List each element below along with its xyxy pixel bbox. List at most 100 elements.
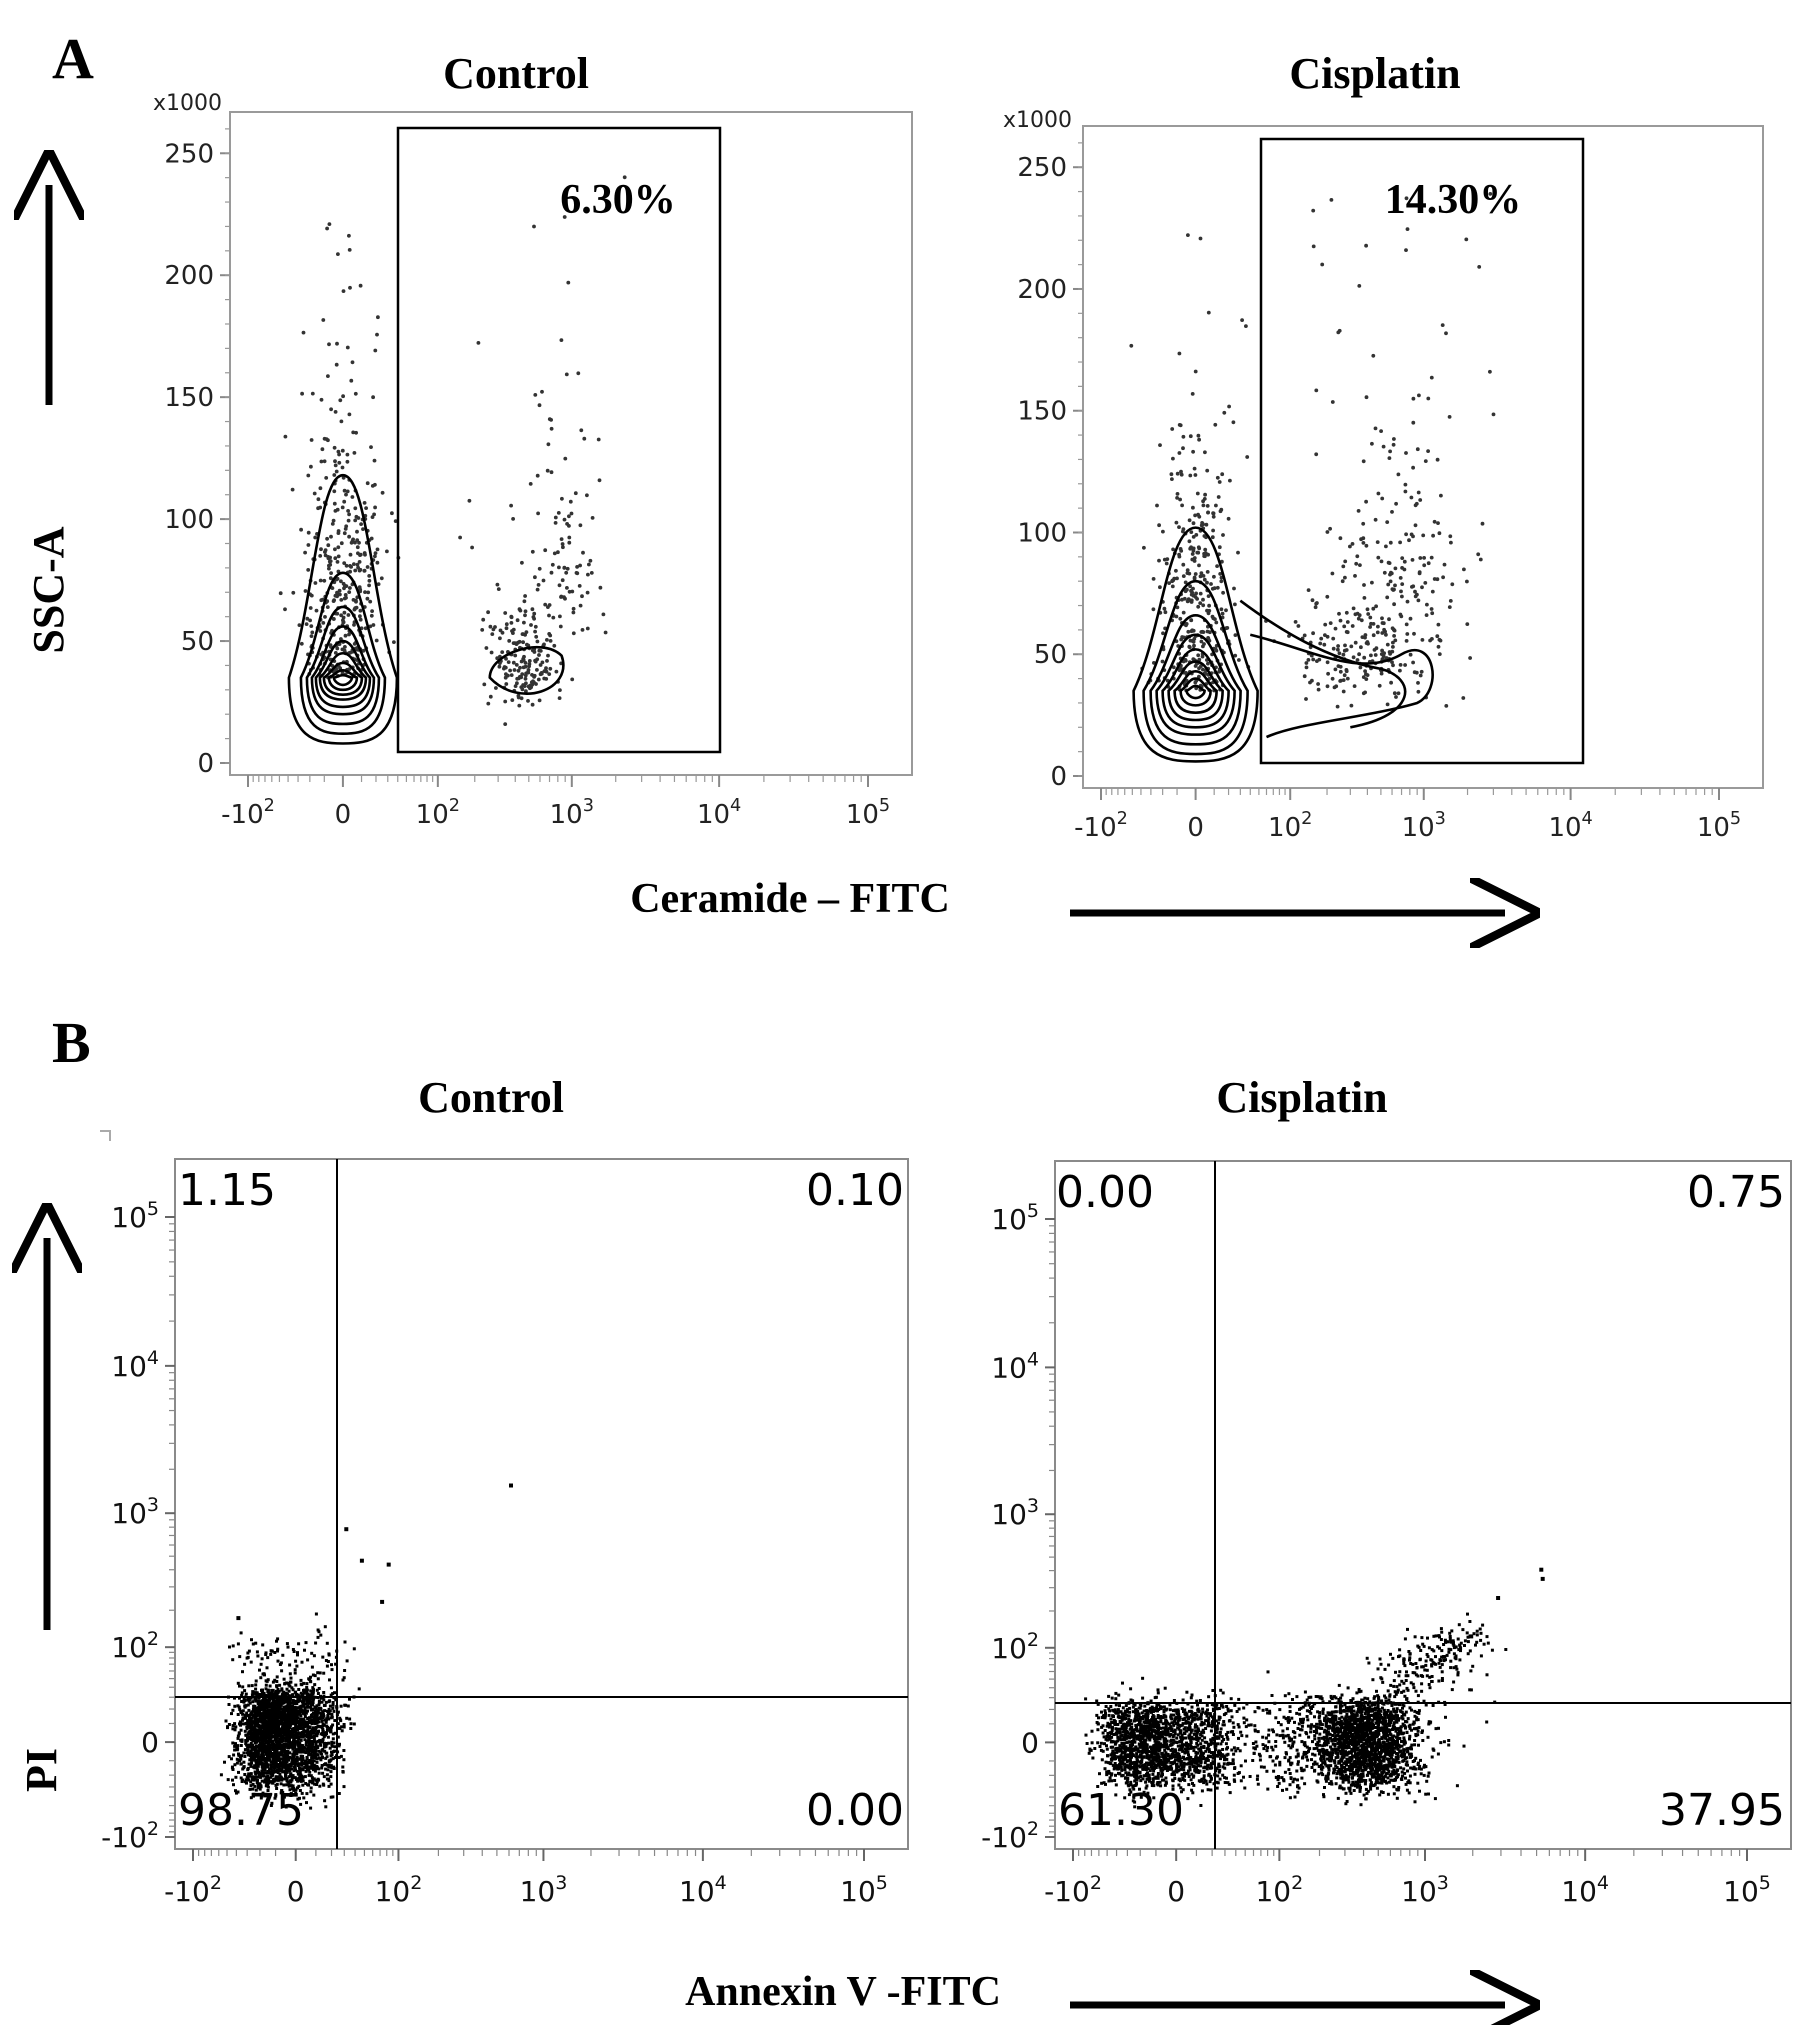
event-dot: [249, 1796, 253, 1800]
event-dot: [1116, 1727, 1120, 1731]
event-dot: [1354, 561, 1359, 566]
event-dot: [293, 1727, 297, 1731]
event-dot: [306, 568, 311, 572]
event-dot: [228, 1645, 231, 1649]
event-dot: [1426, 561, 1431, 566]
event-dot: [1207, 603, 1211, 608]
event-dot: [255, 1720, 259, 1724]
event-dot: [1426, 449, 1430, 453]
event-dot: [274, 1738, 277, 1742]
event-dot: [269, 1752, 273, 1756]
event-dot: [1382, 651, 1386, 656]
event-dot: [1105, 1724, 1109, 1728]
event-dot: [341, 475, 346, 480]
event-dot: [1352, 684, 1357, 688]
event-dot: [503, 611, 508, 615]
event-dot: [339, 541, 344, 546]
event-dot: [1184, 671, 1188, 675]
event-dot: [255, 1764, 258, 1768]
event-dot: [345, 1659, 349, 1663]
event-dot: [1361, 521, 1366, 526]
event-dot: [347, 412, 352, 417]
event-dot: [316, 506, 320, 511]
event-dot: [317, 1717, 321, 1721]
event-dot: [1392, 691, 1397, 696]
event-dot: [1162, 557, 1167, 562]
event-dot: [1227, 404, 1231, 409]
event-dot: [368, 599, 373, 604]
event-dot: [288, 1702, 292, 1706]
event-dot: [247, 1721, 251, 1725]
event-dot: [316, 1677, 320, 1681]
event-dot: [1206, 594, 1211, 598]
event-dot: [243, 1755, 247, 1758]
event-dot: [304, 1720, 308, 1724]
event-dot: [1183, 1750, 1187, 1754]
event-dot: [337, 1792, 341, 1795]
event-dot: [325, 1763, 329, 1767]
event-dot: [513, 684, 518, 688]
x-tick-label: 0: [1167, 1875, 1185, 1908]
event-dot: [243, 1748, 247, 1752]
event-dot: [250, 1720, 254, 1724]
event-dot: [309, 1786, 313, 1790]
y-tick-label: 104: [111, 1347, 159, 1383]
event-dot: [1414, 501, 1419, 506]
event-dot: [1373, 653, 1378, 657]
event-dot: [255, 1732, 259, 1736]
event-dot: [1180, 503, 1184, 508]
event-dot: [1196, 1727, 1200, 1731]
event-dot: [293, 1758, 297, 1762]
event-dot: [1190, 1705, 1194, 1709]
event-dot: [271, 1704, 274, 1708]
event-dot: [298, 1789, 302, 1792]
event-dot: [349, 1722, 353, 1726]
event-dot: [253, 1735, 257, 1739]
event-dot: [273, 1750, 277, 1754]
event-dot: [336, 252, 340, 256]
event-dot: [248, 1701, 252, 1705]
event-dot: [249, 1784, 253, 1788]
event-dot: [568, 499, 573, 504]
event-dot: [336, 449, 341, 454]
event-dot: [252, 1720, 256, 1724]
event-dot: [1315, 659, 1319, 663]
event-dot: [290, 1745, 294, 1749]
event-dot: [319, 1758, 323, 1762]
event-dot: [224, 1719, 228, 1723]
event-dot: [1205, 570, 1210, 574]
x-tick-label: 0: [1187, 813, 1204, 843]
event-dot: [1411, 396, 1416, 401]
event-dot: [272, 1744, 276, 1748]
event-dot: [1408, 616, 1413, 621]
event-dot: [278, 1744, 282, 1748]
event-dot: [294, 1725, 298, 1729]
event-dot: [342, 499, 347, 504]
event-dot: [285, 1760, 289, 1763]
event-dot: [247, 1735, 251, 1739]
panel-a-cisplatin-gate: [1259, 137, 1585, 765]
event-dot: [319, 652, 323, 657]
event-dot: [343, 1703, 347, 1707]
event-dot: [279, 1701, 283, 1705]
event-dot: [275, 1692, 279, 1696]
event-dot: [284, 1693, 288, 1697]
event-dot: [521, 632, 525, 636]
event-dot: [258, 1772, 262, 1776]
event-dot: [1113, 1779, 1117, 1782]
event-dot: [241, 1712, 245, 1716]
event-dot: [249, 1696, 253, 1700]
event-dot: [313, 1765, 317, 1769]
y-tick-label: 50: [1034, 640, 1067, 670]
x-tick-label: -102: [1074, 809, 1128, 843]
event-dot: [290, 1701, 294, 1705]
event-dot: [1205, 504, 1210, 508]
event-dot: [1193, 513, 1197, 518]
event-dot: [529, 685, 533, 690]
event-dot: [321, 1728, 325, 1731]
event-dot: [363, 626, 368, 631]
event-dot: [1400, 556, 1405, 560]
event-dot: [280, 1696, 284, 1700]
event-dot: [307, 1750, 311, 1754]
event-dot: [1389, 570, 1393, 575]
